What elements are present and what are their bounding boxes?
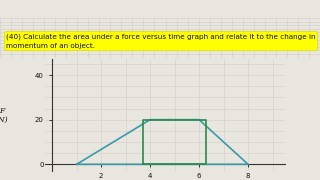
Text: (40) Calculate the area under a force versus time graph and relate it to the cha: (40) Calculate the area under a force ve… — [6, 34, 316, 49]
Y-axis label: F
(N): F (N) — [0, 107, 8, 124]
